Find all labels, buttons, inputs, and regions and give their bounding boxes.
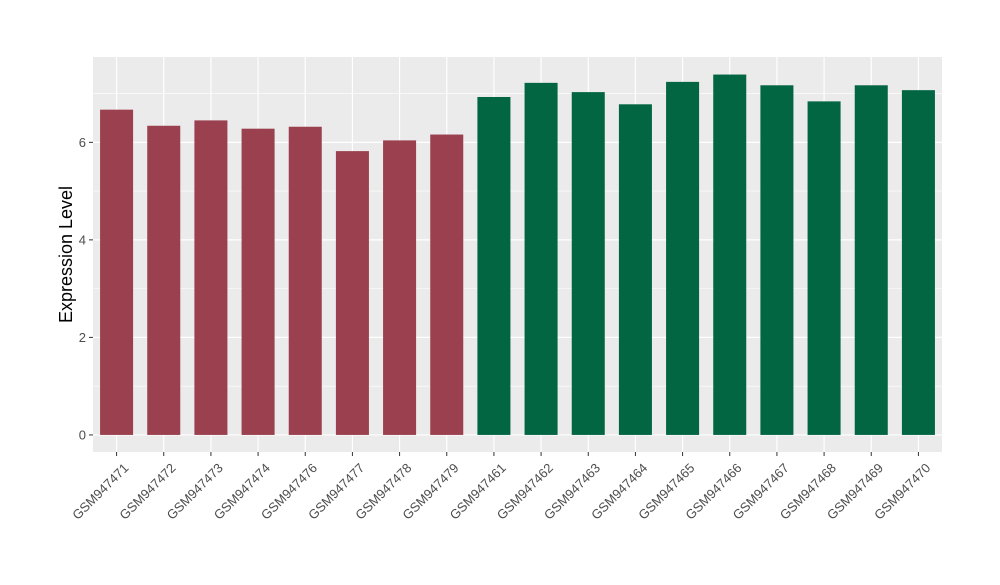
y-tick-label: 4	[79, 232, 86, 247]
y-axis: 0 2 4 6	[79, 135, 93, 442]
bar-GSM947466	[713, 74, 747, 435]
bar-GSM947461	[477, 96, 511, 435]
x-axis: GSM947471GSM947472GSM947473GSM947474GSM9…	[69, 452, 933, 523]
bar-GSM947471	[100, 109, 134, 435]
bar-GSM947477	[335, 151, 369, 435]
bar-GSM947468	[807, 101, 841, 435]
bar-GSM947478	[383, 140, 417, 435]
bar-GSM947472	[147, 125, 181, 435]
bar-GSM947473	[194, 120, 228, 435]
bar-GSM947470	[901, 90, 935, 435]
y-tick-label: 0	[79, 427, 86, 442]
y-axis-label: Expression Level	[56, 186, 76, 323]
bar-GSM947463	[571, 92, 605, 435]
bar-GSM947465	[666, 81, 700, 435]
bar-GSM947467	[760, 85, 794, 435]
bar-GSM947474	[241, 128, 275, 435]
bar-GSM947462	[524, 82, 558, 435]
bar-GSM947479	[430, 134, 464, 435]
y-tick-label: 6	[79, 135, 86, 150]
bar-GSM947476	[288, 126, 322, 435]
bar-GSM947469	[854, 85, 888, 435]
bars	[100, 74, 935, 435]
y-tick-label: 2	[79, 330, 86, 345]
bar-GSM947464	[618, 104, 652, 435]
